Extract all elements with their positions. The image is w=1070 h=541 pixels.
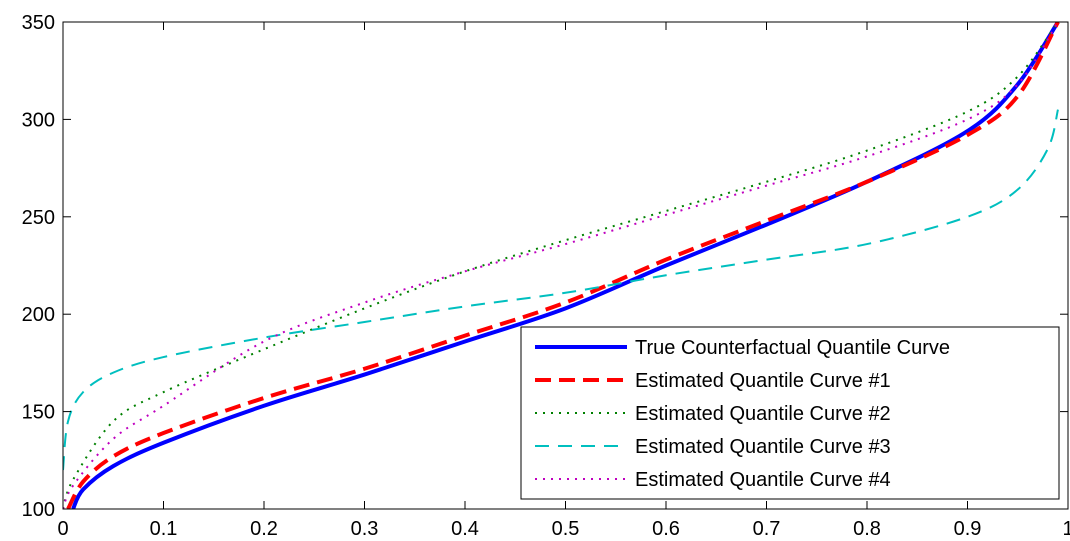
y-tick-label: 350 <box>22 12 55 34</box>
legend-label-1: True Counterfactual Quantile Curve <box>635 337 950 359</box>
x-tick-label: 1 <box>1062 518 1070 540</box>
x-tick-label: 0.8 <box>853 518 881 540</box>
x-tick-label: 0.7 <box>753 518 781 540</box>
x-tick-label: 0.9 <box>954 518 982 540</box>
legend-box <box>520 326 1060 500</box>
series-line-4 <box>63 109 1059 471</box>
y-tick-label: 300 <box>22 109 55 131</box>
legend-label-4: Estimated Quantile Curve #3 <box>635 436 891 458</box>
series-line-3 <box>63 22 1059 509</box>
x-tick-label: 0 <box>57 518 68 540</box>
y-tick-label: 150 <box>22 402 55 424</box>
legend-label-3: Estimated Quantile Curve #2 <box>635 403 891 425</box>
x-tick-label: 0.6 <box>652 518 680 540</box>
axis-ticks: 0 0.1 0.2 0.3 0.4 0.5 0.6 0.7 0.8 0.9 1 100 150 200 25… <box>22 12 1070 540</box>
series-layer <box>63 22 1060 509</box>
y-tick-label: 200 <box>22 304 55 326</box>
legend-label-5: Estimated Quantile Curve #4 <box>635 469 891 491</box>
x-tick-label: 0.3 <box>351 518 379 540</box>
series-line-1 <box>71 22 1060 509</box>
legend-label-2: Estimated Quantile Curve #1 <box>635 370 891 392</box>
y-tick-label: 100 <box>22 499 55 521</box>
x-tick-label: 0.5 <box>552 518 580 540</box>
y-tick-label: 250 <box>22 207 55 229</box>
x-tick-label: 0.4 <box>451 518 479 540</box>
series-line-2 <box>66 22 1060 509</box>
legend: True Counterfactual Quantile Curve Estima… <box>520 326 1060 500</box>
x-tick-label: 0.2 <box>250 518 278 540</box>
x-tick-label: 0.1 <box>150 518 178 540</box>
